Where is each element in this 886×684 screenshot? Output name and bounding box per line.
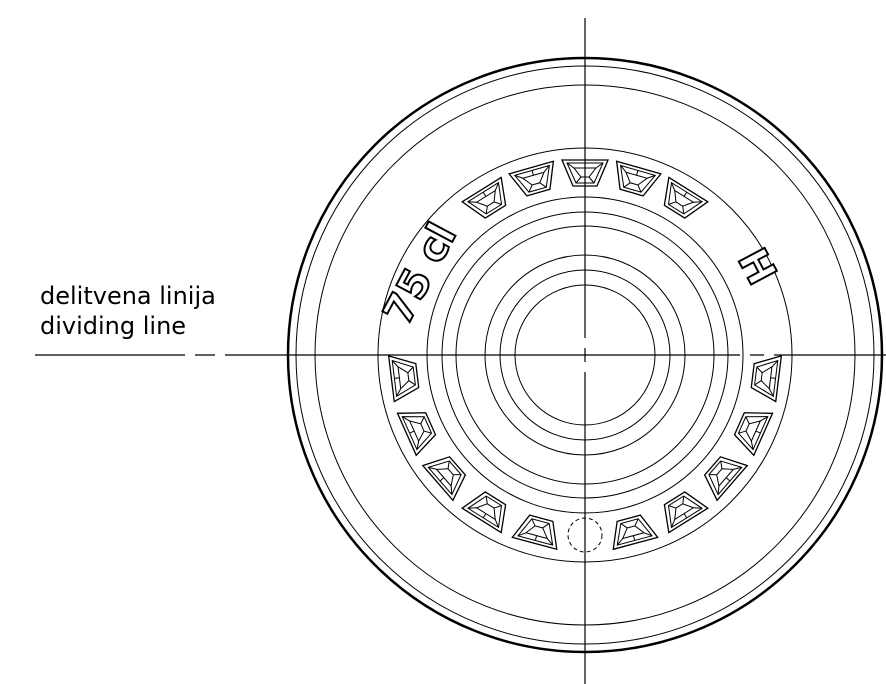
dividing-line-label-si: delitvena linija xyxy=(40,282,216,310)
drawing: 75 cl H delitvena linija dividing line xyxy=(0,0,886,684)
dividing-line-label-en: dividing line xyxy=(40,312,186,340)
code-mark: H xyxy=(728,241,784,292)
centre-lines xyxy=(35,18,886,684)
capacity-mark: 75 cl xyxy=(375,216,466,332)
